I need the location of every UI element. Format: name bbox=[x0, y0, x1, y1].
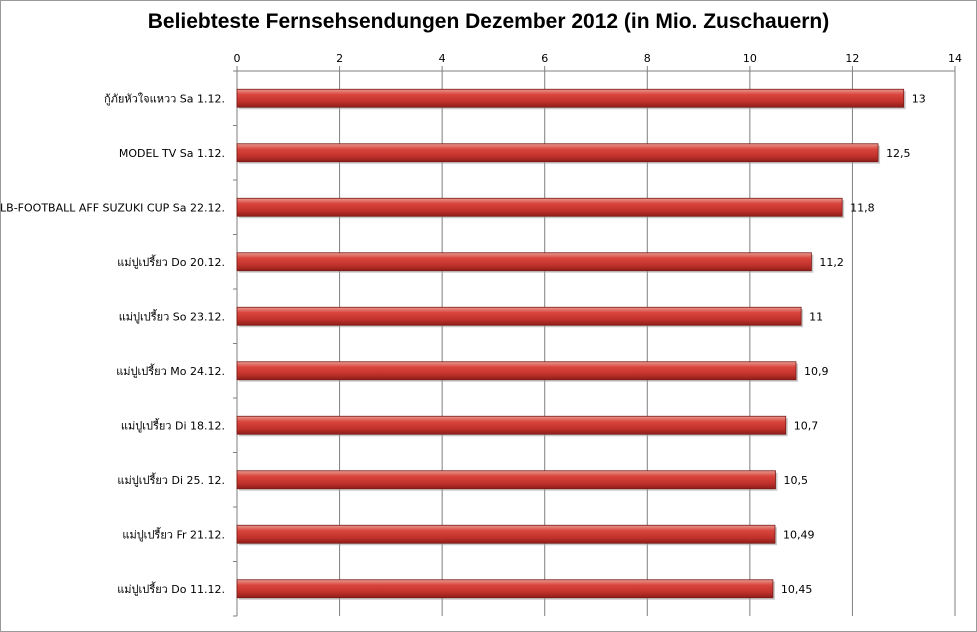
data-label: 11,8 bbox=[850, 201, 875, 214]
bar bbox=[236, 579, 774, 599]
x-tick-label: 4 bbox=[439, 52, 446, 65]
x-tick-label: 14 bbox=[948, 52, 962, 65]
data-label: 10,49 bbox=[783, 528, 815, 541]
bars bbox=[236, 88, 906, 600]
bar bbox=[236, 524, 776, 544]
category-label: แม่ปูเปรี้ยว Mo 24.12. bbox=[116, 363, 225, 378]
category-label: แม่ปูเปรี้ยว Di 25. 12. bbox=[117, 472, 225, 487]
x-tick-label: 2 bbox=[336, 52, 343, 65]
x-tick-label: 8 bbox=[644, 52, 651, 65]
category-label: กู้ภัยหัวใจแหวว Sa 1.12. bbox=[104, 92, 225, 105]
data-label: 12,5 bbox=[886, 147, 911, 160]
data-label: 10,45 bbox=[781, 583, 813, 596]
data-label: 13 bbox=[912, 92, 926, 105]
category-label: แม่ปูเปรี้ยว So 23.12. bbox=[119, 308, 225, 323]
data-label: 10,7 bbox=[794, 419, 819, 432]
category-label: แม่ปูเปรี้ยว Fr 21.12. bbox=[122, 526, 225, 541]
category-label: MODEL TV Sa 1.12. bbox=[119, 147, 225, 160]
x-tick-label: 6 bbox=[541, 52, 548, 65]
bar bbox=[236, 361, 797, 381]
data-label: 10,5 bbox=[784, 474, 809, 487]
bar bbox=[236, 252, 812, 272]
x-tick-label: 10 bbox=[743, 52, 757, 65]
chart-title: Beliebteste Fernsehsendungen Dezember 20… bbox=[147, 10, 830, 33]
data-label: 10,9 bbox=[804, 365, 829, 378]
bar bbox=[236, 197, 843, 217]
x-tick-label: 0 bbox=[234, 52, 241, 65]
data-label: 11 bbox=[809, 310, 823, 323]
category-label: LB-FOOTBALL AFF SUZUKI CUP Sa 22.12. bbox=[0, 201, 225, 214]
data-label: 11,2 bbox=[819, 256, 844, 269]
bar bbox=[236, 88, 905, 108]
bar bbox=[236, 306, 802, 326]
labels: กู้ภัยหัวใจแหวว Sa 1.12. 13 MODEL TV Sa 1.… bbox=[0, 92, 926, 596]
bar bbox=[236, 143, 879, 163]
category-label: แม่ปูเปรี้ยว Di 18.12. bbox=[121, 417, 225, 432]
bar bbox=[236, 470, 776, 490]
category-label: แม่ปูเปรี้ยว Do 20.12. bbox=[117, 254, 225, 269]
bar bbox=[236, 415, 787, 435]
category-label: แม่ปูเปรี้ยว Do 11.12. bbox=[117, 581, 225, 596]
x-tick-label: 12 bbox=[845, 52, 859, 65]
